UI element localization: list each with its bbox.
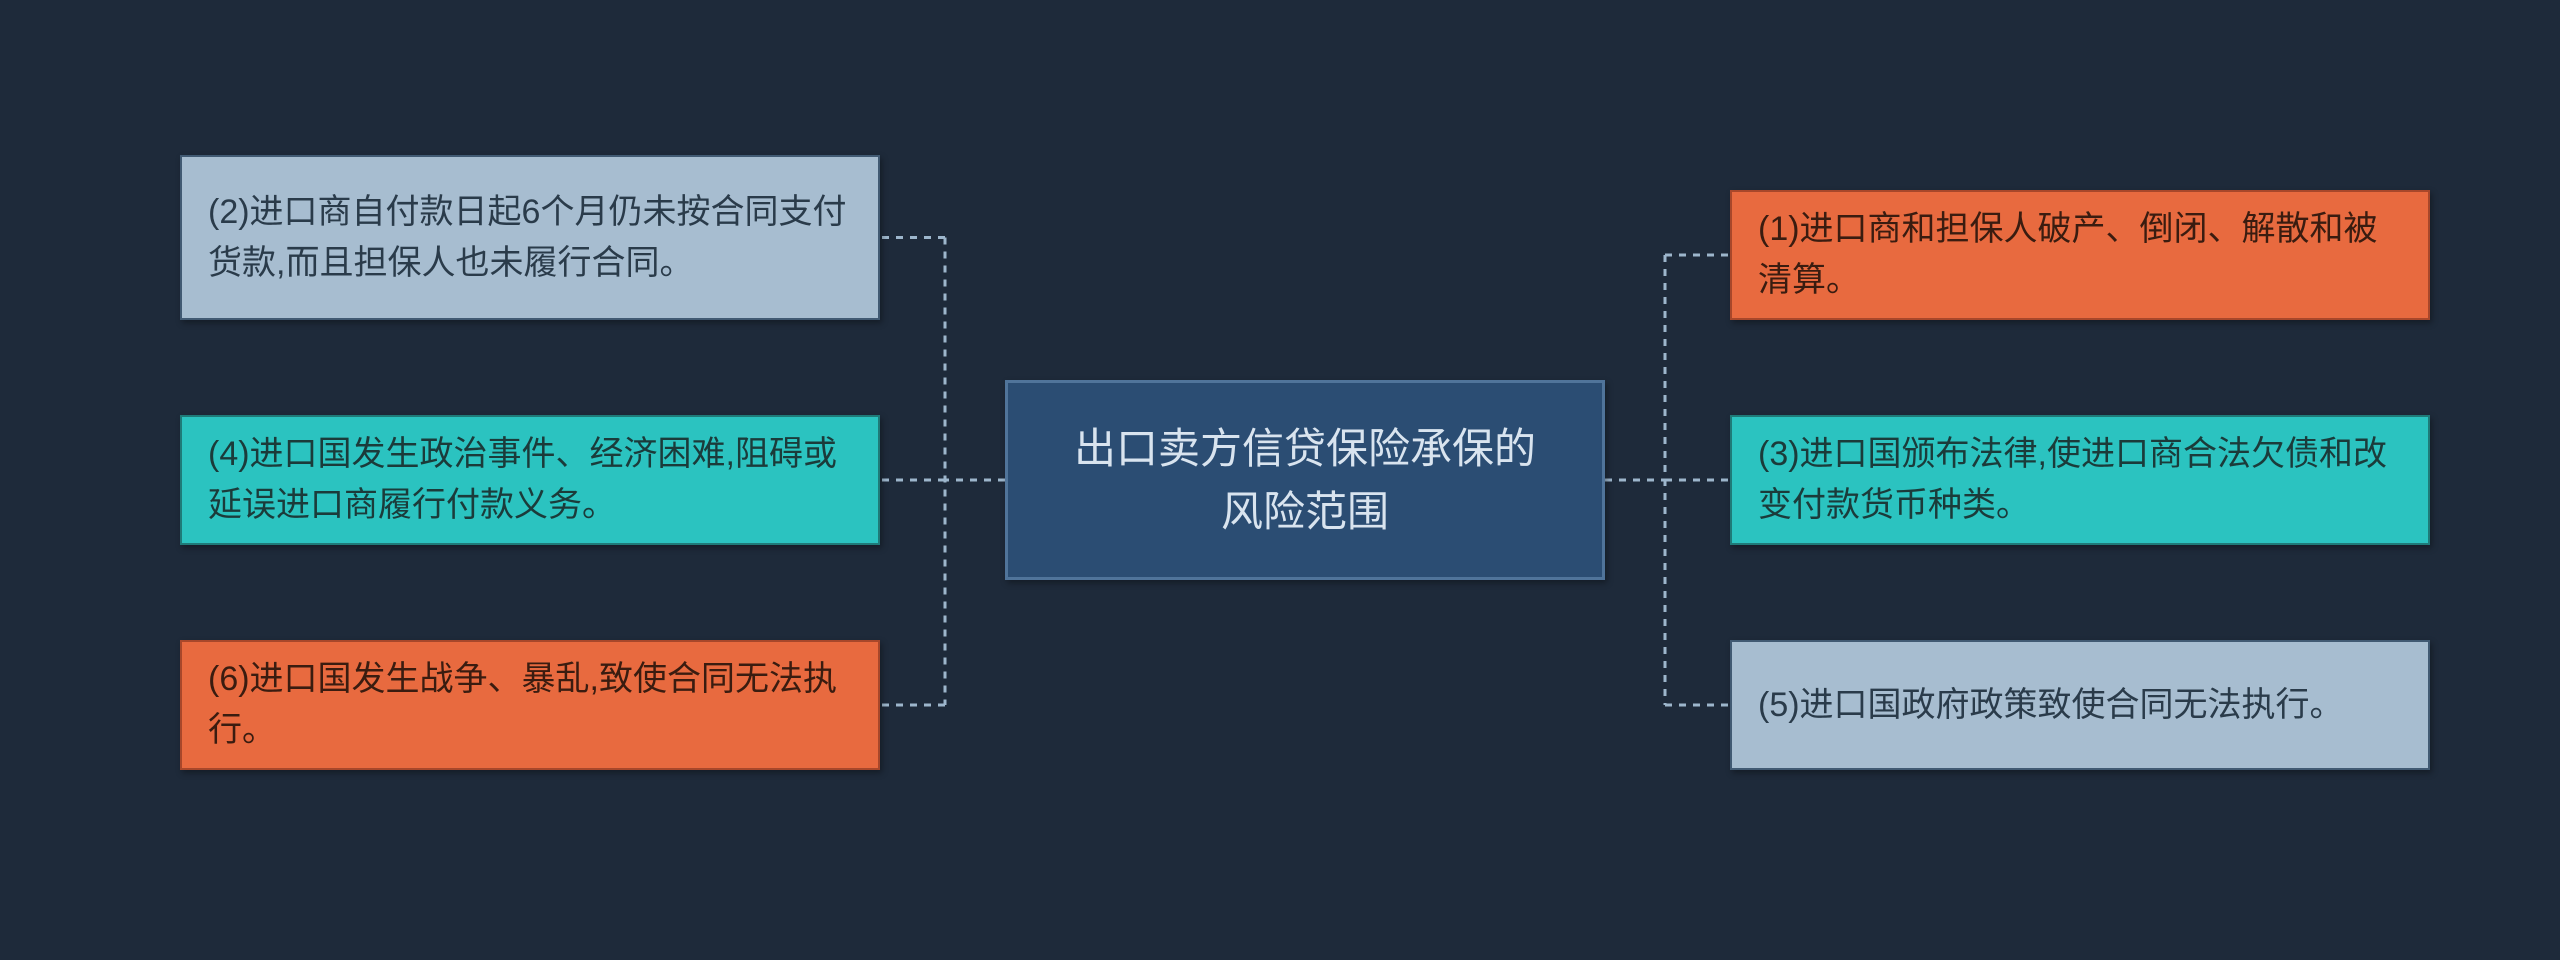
right-node-1: (1)进口商和担保人破产、倒闭、解散和被清算。 — [1730, 190, 2430, 320]
right-node-3: (3)进口国颁布法律,使进口商合法欠债和改变付款货币种类。 — [1730, 415, 2430, 545]
left-node-2: (2)进口商自付款日起6个月仍未按合同支付货款,而且担保人也未履行合同。 — [180, 155, 880, 320]
central-topic-text: 出口卖方信贷保险承保的 风险范围 — [1074, 417, 1536, 543]
left-node-6-text: (6)进口国发生战争、暴乱,致使合同无法执行。 — [208, 654, 852, 756]
left-node-4-text: (4)进口国发生政治事件、经济困难,阻碍或延误进口商履行付款义务。 — [208, 429, 852, 531]
central-topic-node: 出口卖方信贷保险承保的 风险范围 — [1005, 380, 1605, 580]
right-node-3-text: (3)进口国颁布法律,使进口商合法欠债和改变付款货币种类。 — [1758, 429, 2402, 531]
mindmap-canvas: 出口卖方信贷保险承保的 风险范围 (2)进口商自付款日起6个月仍未按合同支付货款… — [0, 0, 2560, 960]
right-node-5: (5)进口国政府政策致使合同无法执行。 — [1730, 640, 2430, 770]
left-node-4: (4)进口国发生政治事件、经济困难,阻碍或延误进口商履行付款义务。 — [180, 415, 880, 545]
right-node-5-text: (5)进口国政府政策致使合同无法执行。 — [1758, 680, 2344, 731]
left-node-6: (6)进口国发生战争、暴乱,致使合同无法执行。 — [180, 640, 880, 770]
left-node-2-text: (2)进口商自付款日起6个月仍未按合同支付货款,而且担保人也未履行合同。 — [208, 187, 852, 289]
right-node-1-text: (1)进口商和担保人破产、倒闭、解散和被清算。 — [1758, 204, 2402, 306]
